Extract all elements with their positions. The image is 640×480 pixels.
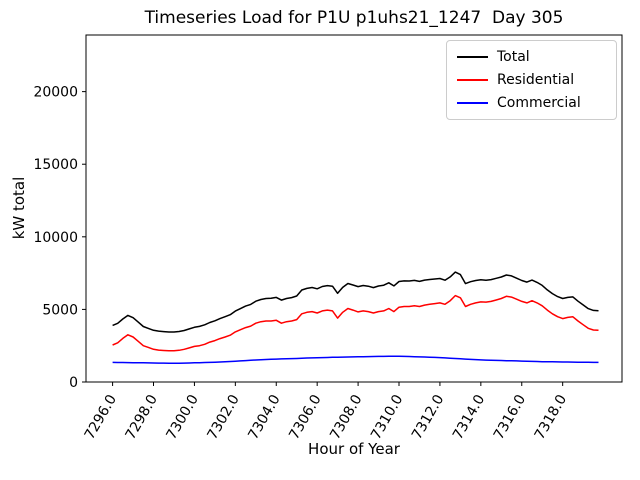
x-tick-label: 7308.0: [327, 392, 365, 442]
legend-entry-commercial: Commercial: [457, 95, 606, 111]
x-tick-label: 7306.0: [286, 392, 324, 442]
legend-label-residential: Residential: [497, 72, 575, 88]
axes-frame: [85, 34, 623, 383]
x-tick-label: 7312.0: [409, 392, 447, 442]
legend-label-total: Total: [497, 49, 530, 65]
legend-entry-residential: Residential: [457, 72, 606, 88]
x-tick-label: 7304.0: [245, 392, 283, 442]
x-axis-label: Hour of Year: [308, 440, 400, 458]
chart-title: Timeseries Load for P1U p1uhs21_1247 Day…: [144, 8, 564, 28]
series-line-commercial: [112, 355, 599, 364]
series-line-residential: [112, 294, 599, 352]
y-axis-label: kW total: [10, 176, 28, 240]
x-tick-label: 7300.0: [164, 392, 202, 442]
y-tick-label: 0: [69, 375, 78, 391]
x-tick-label: 7318.0: [532, 392, 570, 442]
x-tick-label: 7298.0: [123, 392, 161, 442]
y-tick-label: 15000: [33, 157, 78, 173]
legend: Total Residential Commercial: [446, 40, 617, 120]
x-tick-label: 7310.0: [368, 392, 406, 442]
legend-label-commercial: Commercial: [497, 95, 581, 111]
y-tick-label: 5000: [42, 302, 78, 318]
x-tick-label: 7296.0: [82, 392, 120, 442]
x-tick-label: 7314.0: [450, 392, 488, 442]
total-line-swatch: [457, 56, 488, 58]
legend-entry-total: Total: [457, 49, 606, 65]
residential-line-swatch: [457, 79, 488, 81]
series-line-total: [112, 271, 599, 333]
y-tick-label: 10000: [33, 230, 78, 246]
x-tick-label: 7302.0: [204, 392, 242, 442]
x-tick-label: 7316.0: [491, 392, 529, 442]
commercial-line-swatch: [457, 102, 488, 104]
y-tick-label: 20000: [33, 85, 78, 101]
